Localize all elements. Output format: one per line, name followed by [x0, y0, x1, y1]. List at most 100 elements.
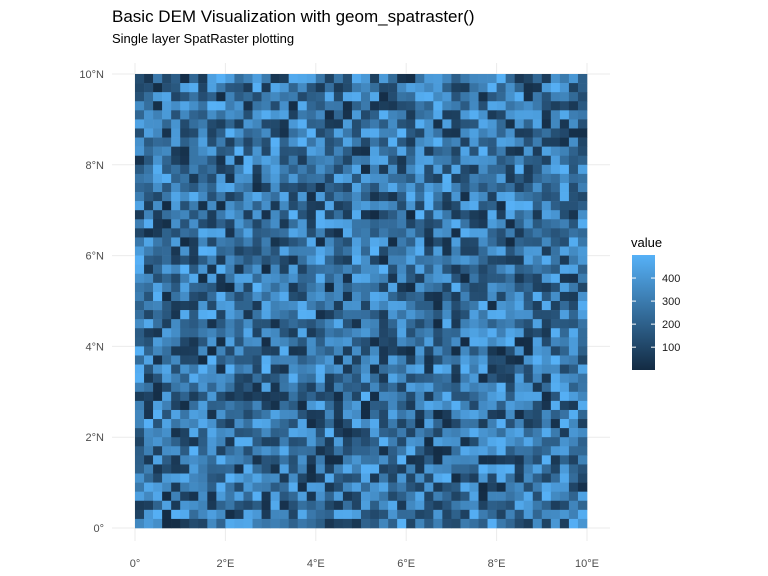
raster-cell: [252, 155, 262, 166]
raster-cell: [451, 509, 461, 520]
raster-cell: [198, 110, 208, 120]
raster-cell: [469, 146, 479, 157]
raster-cell: [559, 419, 570, 429]
raster-cell: [487, 101, 497, 111]
raster-cell: [189, 491, 199, 502]
raster-cell: [451, 382, 461, 393]
raster-cell: [424, 518, 434, 529]
raster-cell: [505, 128, 515, 138]
raster-cell: [451, 291, 461, 302]
raster-cell: [370, 419, 380, 429]
raster-cell: [306, 428, 317, 438]
raster-cell: [207, 382, 217, 393]
raster-cell: [577, 119, 588, 129]
raster-cell: [306, 182, 317, 193]
raster-cell: [577, 164, 588, 175]
raster-cell: [559, 337, 570, 347]
raster-cell: [550, 74, 561, 84]
raster-cell: [297, 509, 308, 520]
raster-cell: [270, 210, 280, 220]
raster-cell: [487, 291, 497, 302]
raster-cell: [523, 182, 534, 193]
raster-cell: [252, 282, 262, 293]
raster-cell: [523, 428, 534, 438]
raster-cell: [415, 137, 425, 147]
raster-cell: [144, 291, 154, 302]
raster-cell: [333, 210, 344, 220]
raster-cell: [144, 446, 154, 456]
raster-cell: [559, 464, 570, 474]
raster-cell: [406, 92, 416, 102]
raster-cell: [442, 155, 452, 166]
raster-cell: [162, 137, 172, 147]
raster-cell: [523, 509, 534, 520]
raster-cell: [216, 355, 226, 365]
raster-cell: [225, 373, 235, 384]
raster-cell: [162, 509, 172, 520]
raster-cell: [306, 155, 317, 166]
raster-cell: [207, 219, 217, 229]
raster-cell: [568, 128, 579, 138]
raster-cell: [180, 201, 190, 211]
raster-cell: [406, 182, 416, 193]
raster-cell: [261, 500, 271, 511]
raster-cell: [505, 155, 515, 166]
raster-cell: [243, 464, 253, 474]
raster-cell: [541, 464, 552, 474]
raster-cell: [135, 364, 145, 374]
raster-cell: [424, 391, 434, 402]
raster-cell: [279, 491, 289, 502]
raster-cell: [424, 310, 434, 320]
raster-cell: [216, 192, 226, 202]
raster-cell: [469, 264, 479, 275]
raster-cell: [279, 201, 289, 211]
raster-cell: [451, 146, 461, 157]
raster-cell: [306, 83, 317, 93]
raster-cell: [361, 219, 371, 229]
raster-cell: [532, 282, 543, 293]
raster-cell: [388, 146, 398, 157]
raster-cell: [306, 491, 317, 502]
raster-cell: [460, 282, 470, 293]
raster-cell: [135, 373, 145, 384]
raster-cell: [559, 192, 570, 202]
raster-cell: [415, 500, 425, 511]
raster-cell: [568, 455, 579, 465]
raster-cell: [351, 346, 362, 356]
raster-cell: [442, 482, 452, 492]
raster-cell: [433, 473, 443, 483]
raster-cell: [297, 301, 308, 311]
raster-cell: [315, 164, 326, 175]
raster-cell: [261, 255, 271, 265]
raster-cell: [189, 319, 199, 329]
raster-cell: [406, 273, 416, 284]
raster-cell: [288, 437, 299, 447]
raster-cell: [342, 210, 353, 220]
raster-cell: [478, 192, 488, 202]
raster-cell: [388, 264, 398, 275]
raster-cell: [433, 419, 443, 429]
raster-cell: [279, 319, 289, 329]
raster-cell: [180, 146, 190, 157]
raster-cell: [225, 210, 235, 220]
raster-cell: [415, 310, 425, 320]
raster-cell: [577, 146, 588, 157]
raster-cell: [252, 491, 262, 502]
raster-cell: [324, 500, 335, 511]
raster-cell: [379, 346, 389, 356]
raster-cell: [424, 301, 434, 311]
raster-cell: [460, 237, 470, 247]
raster-cell: [451, 201, 461, 211]
raster-cell: [315, 74, 326, 84]
raster-cell: [379, 500, 389, 511]
raster-cell: [153, 210, 163, 220]
raster-cell: [288, 491, 299, 502]
raster-cell: [415, 382, 425, 393]
raster-cell: [306, 273, 317, 284]
raster-cell: [541, 74, 552, 84]
raster-cell: [279, 119, 289, 129]
raster-cell: [162, 382, 172, 393]
raster-cell: [315, 201, 326, 211]
raster-cell: [351, 164, 362, 175]
raster-cell: [514, 155, 525, 166]
